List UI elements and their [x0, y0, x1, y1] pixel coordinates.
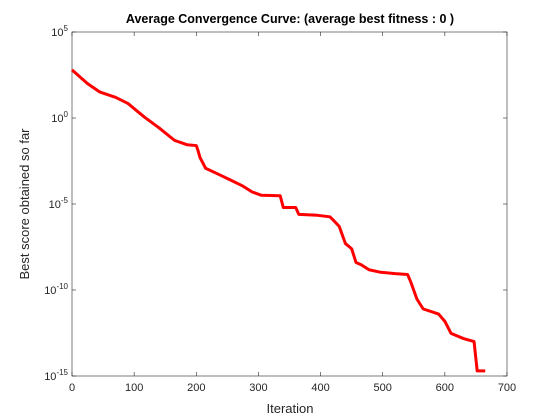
- plot-area: [71, 31, 508, 377]
- x-tick-label: 400: [311, 382, 329, 394]
- x-axis-label: Iteration: [267, 401, 314, 416]
- x-tick-label: 200: [187, 382, 205, 394]
- x-tick-label: 700: [498, 382, 516, 394]
- x-tick-label: 600: [436, 382, 454, 394]
- x-tick-label: 300: [249, 382, 267, 394]
- chart-title: Average Convergence Curve: (average best…: [126, 12, 454, 26]
- y-axis-label: Best score obtained so far: [17, 128, 32, 280]
- y-tick-label: 10-15: [44, 368, 68, 383]
- y-tick-label: 10-10: [44, 282, 68, 297]
- x-tick-label: 100: [125, 382, 143, 394]
- y-tick-label: 105: [51, 24, 68, 39]
- y-tick-label: 10-5: [49, 196, 69, 211]
- x-tick-label: 0: [69, 382, 75, 394]
- y-tick-label: 100: [51, 110, 68, 125]
- x-tick-label: 500: [374, 382, 392, 394]
- series-line: [71, 68, 486, 373]
